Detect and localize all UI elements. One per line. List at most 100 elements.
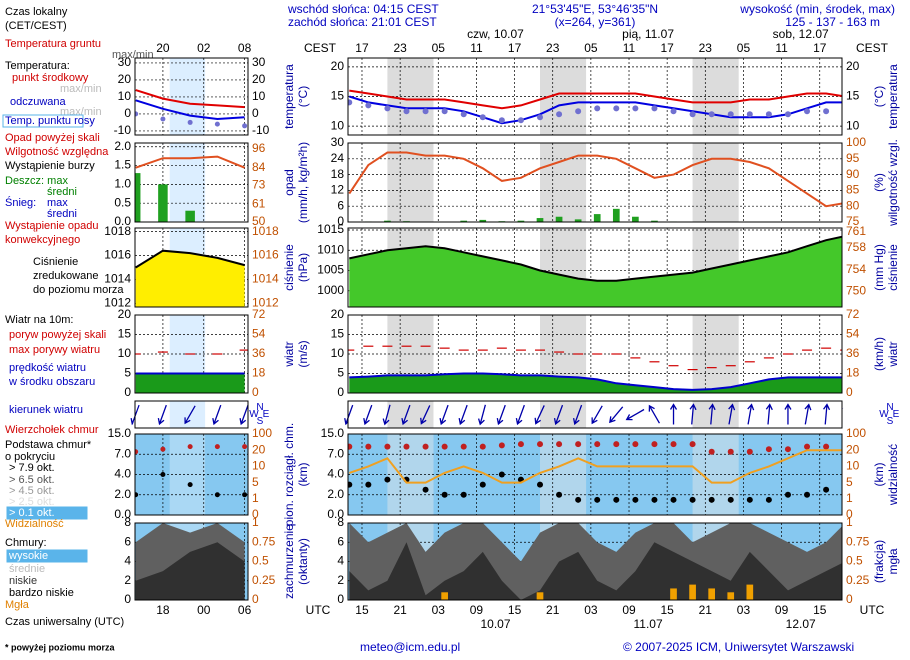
y2-tick-label: 1 (252, 491, 259, 505)
x2-tick-label: 17 (660, 41, 674, 55)
series-area (135, 542, 245, 600)
legend-text: prędkość wiatru (9, 362, 86, 374)
dot (575, 441, 582, 448)
y-tick-label: 6 (337, 198, 344, 212)
night-band (387, 58, 434, 135)
series-line (349, 89, 842, 110)
dot (187, 444, 193, 450)
dot (365, 102, 372, 109)
wind-arrow (477, 404, 487, 426)
y-tick-label: 8 (337, 515, 344, 529)
dot (384, 105, 391, 112)
y-tick-label: 0 (124, 106, 131, 120)
wind-arrow (515, 404, 525, 426)
grid-point: (x=264, y=361) (555, 15, 636, 29)
dot (708, 496, 715, 503)
y2-tick-label: 0.25 (252, 573, 276, 587)
bar (574, 219, 582, 222)
y-tick-label: 4 (124, 554, 131, 568)
y2-tick-label: 0.75 (846, 534, 870, 548)
compass-letter: E (893, 409, 900, 420)
dot (479, 114, 486, 121)
wind-arrow (823, 403, 831, 425)
y-tick-label: 4.0 (114, 467, 131, 481)
x2-tick-label: 23 (699, 41, 713, 55)
dot (556, 441, 563, 448)
y2-tick-label: 72 (846, 307, 860, 321)
x2-tick-label: 05 (737, 41, 751, 55)
footnote: * powyżej poziomu morza (5, 642, 116, 652)
y-tick-label: 2.0 (114, 487, 131, 501)
legend-text: max (47, 197, 68, 209)
wind-arrow (458, 404, 468, 426)
x-tick-label: 03 (584, 603, 598, 617)
panel-frame (134, 227, 249, 308)
y2-tick-label: 75 (846, 214, 860, 228)
panel-frame (134, 433, 249, 516)
x2-tick-label: 11 (775, 41, 788, 55)
x-tick-label: 21 (393, 603, 407, 617)
legend-text: > 6.5 okt. (9, 474, 55, 486)
dot (689, 441, 696, 448)
y2-tick-label: 84 (252, 160, 266, 174)
dot (214, 121, 220, 127)
y2-axis-label: widzialność (886, 444, 900, 506)
legend-text: zredukowane (33, 270, 98, 282)
night-band (169, 401, 206, 428)
y-axis-label: opad (282, 169, 296, 196)
wind-arrow (382, 404, 391, 426)
legend-text: punkt środkowy (12, 72, 89, 84)
legend-text: Widzialność (5, 518, 64, 530)
y2-tick-label: 1 (846, 515, 853, 529)
wind-arrow (157, 404, 167, 426)
legend-text: do poziomu morza (33, 284, 124, 296)
bar (632, 216, 639, 222)
x-tick-label: 03 (432, 603, 446, 617)
dot (670, 108, 677, 115)
y-tick-label: 0.0 (114, 507, 131, 521)
y-tick-label: 2 (337, 573, 344, 587)
dot (537, 441, 544, 448)
compass-letter: S (887, 416, 894, 427)
y-tick-label: 18 (331, 167, 345, 181)
legend-text: Wystąpienie opadu (5, 220, 98, 232)
y2-axis-label: (frakcja) (872, 540, 886, 583)
legend-text: Deszcz: max (5, 175, 68, 187)
dot (365, 481, 372, 488)
wind-arrow (420, 405, 431, 425)
wind-arrow (534, 405, 545, 425)
wind-arrow (363, 404, 373, 426)
y2-tick-label: 0 (252, 507, 259, 521)
legend-text: o pokryciu (5, 451, 55, 463)
legend-text: Mgła (5, 599, 30, 611)
panel-frame (347, 522, 843, 601)
y2-tick-label: 758 (846, 240, 866, 254)
x-axis-label: UTC (860, 603, 885, 617)
y-tick-label: 0 (337, 385, 344, 399)
y2-tick-label: 0.5 (846, 554, 863, 568)
y2-tick-label: 1018 (252, 224, 279, 238)
dot (594, 496, 601, 503)
y2-axis-label: wilgotność wzgl. (886, 139, 900, 227)
y2-tick-label: 1016 (252, 248, 279, 262)
dot (187, 119, 193, 125)
wind-arrow (648, 404, 661, 424)
compass-letter: S (257, 416, 264, 427)
email[interactable]: meteo@icm.edu.pl (360, 640, 460, 654)
y-axis-label: zachmurzenie (282, 524, 296, 599)
y-tick-label: 1005 (317, 263, 344, 277)
series-line (135, 155, 245, 169)
sunrise: wschód słońca: 04:15 CEST (287, 2, 439, 16)
bar (460, 220, 468, 222)
y2-tick-label: 73 (252, 177, 266, 191)
y-tick-label: 10 (118, 89, 132, 103)
wind-arrow (669, 403, 678, 425)
y2-tick-label: 750 (846, 283, 866, 297)
dot (613, 105, 620, 112)
y-tick-label: 1010 (317, 242, 344, 256)
series-area (135, 373, 245, 393)
date-label: pią, 11.07 (622, 27, 674, 41)
y2-tick-label: 54 (846, 327, 860, 341)
y2-tick-label: 1012 (252, 296, 279, 310)
y-tick-label: 1015 (317, 222, 344, 236)
